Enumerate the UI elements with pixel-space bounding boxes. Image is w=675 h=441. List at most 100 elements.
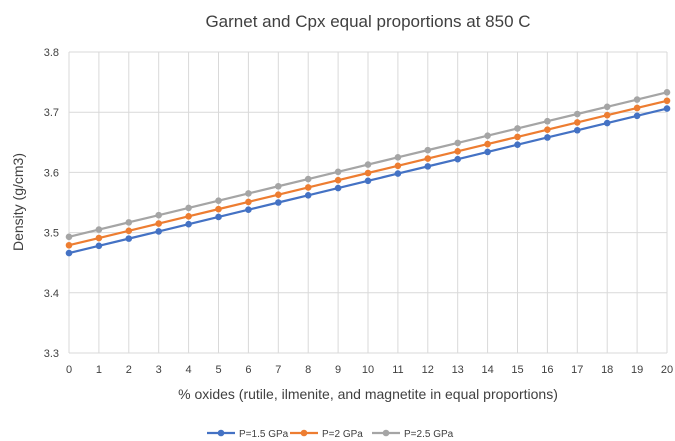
x-tick-label: 9 xyxy=(335,364,341,376)
x-tick-label: 15 xyxy=(511,364,523,376)
data-point xyxy=(544,117,551,125)
data-point xyxy=(364,161,372,168)
data-point xyxy=(95,226,103,233)
data-point xyxy=(514,125,521,132)
data-point xyxy=(364,169,372,177)
data-point xyxy=(663,89,671,96)
data-point xyxy=(304,184,312,191)
data-point xyxy=(304,191,312,199)
x-tick-label: 16 xyxy=(541,364,553,376)
data-point xyxy=(514,141,521,149)
x-tick-label: 11 xyxy=(392,364,403,376)
legend: P=1.5 GPa P=2 GPa P=2.5 GPa xyxy=(207,429,454,440)
data-point xyxy=(394,162,402,170)
x-tick-label: 6 xyxy=(245,364,251,376)
data-point xyxy=(185,220,192,228)
x-tick-label: 3 xyxy=(156,364,162,376)
x-tick-label: 0 xyxy=(66,364,72,376)
data-point xyxy=(155,220,162,227)
y-axis-title: Density (g/cm3) xyxy=(10,153,26,251)
data-point xyxy=(663,105,671,112)
data-point xyxy=(245,190,252,197)
data-point xyxy=(484,140,491,148)
legend-marker xyxy=(382,429,390,437)
x-tick-label: 2 xyxy=(126,364,132,376)
data-point xyxy=(544,126,551,133)
data-point xyxy=(275,199,282,206)
data-point xyxy=(574,126,581,134)
data-point xyxy=(364,177,372,185)
legend-label: P=2 GPa xyxy=(322,429,363,440)
data-point xyxy=(215,197,222,204)
y-tick-label: 3.6 xyxy=(44,167,59,179)
data-point xyxy=(454,155,462,163)
data-point xyxy=(155,228,162,235)
y-tick-label: 3.4 xyxy=(44,288,59,300)
x-tick-label: 4 xyxy=(186,364,192,376)
data-point xyxy=(394,170,402,177)
data-point xyxy=(334,184,342,192)
data-point xyxy=(65,241,73,249)
data-point xyxy=(304,175,312,183)
data-point xyxy=(574,110,581,118)
chart-title: Garnet and Cpx equal proportions at 850 … xyxy=(205,12,530,31)
data-point xyxy=(394,154,402,161)
data-point xyxy=(215,213,222,221)
x-tick-label: 1 xyxy=(96,364,102,376)
x-tick-label: 12 xyxy=(422,364,434,376)
legend-marker xyxy=(217,429,225,437)
data-point xyxy=(245,198,252,206)
tick-labels: 3.33.43.53.63.73.80 1 2 3 4 5 6 7 8 9 10 11 12 13 14 15… xyxy=(44,47,673,376)
data-point xyxy=(215,205,222,213)
legend-marker xyxy=(300,429,308,437)
data-point xyxy=(424,163,432,170)
x-axis-title: % oxides (rutile, ilmenite, and magnetit… xyxy=(178,386,558,402)
data-point xyxy=(454,139,462,147)
x-tick-label: 17 xyxy=(571,364,583,376)
data-point xyxy=(633,112,641,120)
data-point xyxy=(574,119,581,126)
x-tick-label: 13 xyxy=(452,364,464,376)
data-point xyxy=(603,103,611,111)
x-tick-label: 20 xyxy=(661,364,673,376)
legend-label: P=2.5 GPa xyxy=(404,429,454,440)
data-point xyxy=(65,249,73,257)
x-tick-label: 18 xyxy=(601,364,613,376)
data-point xyxy=(334,176,342,184)
data-point xyxy=(514,133,521,141)
x-tick-label: 19 xyxy=(631,364,643,376)
x-tick-label: 7 xyxy=(275,364,281,376)
y-tick-label: 3.8 xyxy=(44,47,59,59)
data-point xyxy=(633,104,641,112)
data-point xyxy=(633,96,641,103)
data-point xyxy=(275,182,282,190)
x-tick-label: 10 xyxy=(362,364,374,376)
x-tick-label: 14 xyxy=(481,364,493,376)
legend-label: P=1.5 GPa xyxy=(239,429,289,440)
y-tick-label: 3.3 xyxy=(44,348,59,360)
data-point xyxy=(185,204,192,212)
data-point xyxy=(125,235,133,242)
gridlines xyxy=(68,51,668,354)
y-tick-label: 3.7 xyxy=(44,107,59,119)
data-point xyxy=(125,219,133,226)
data-point xyxy=(95,234,103,242)
data-point xyxy=(95,242,103,250)
data-point xyxy=(424,146,432,154)
y-tick-label: 3.5 xyxy=(44,228,59,240)
data-point xyxy=(603,119,611,127)
data-point xyxy=(125,227,133,235)
data-point xyxy=(663,97,671,105)
data-point xyxy=(603,111,611,119)
x-tick-label: 5 xyxy=(215,364,221,376)
data-point xyxy=(155,211,162,219)
data-point xyxy=(484,148,491,156)
data-point xyxy=(65,233,73,241)
data-point xyxy=(334,168,342,176)
series-group xyxy=(65,89,671,257)
data-point xyxy=(484,132,491,139)
data-point xyxy=(454,148,462,155)
data-point xyxy=(275,191,282,198)
x-tick-label: 8 xyxy=(305,364,311,376)
